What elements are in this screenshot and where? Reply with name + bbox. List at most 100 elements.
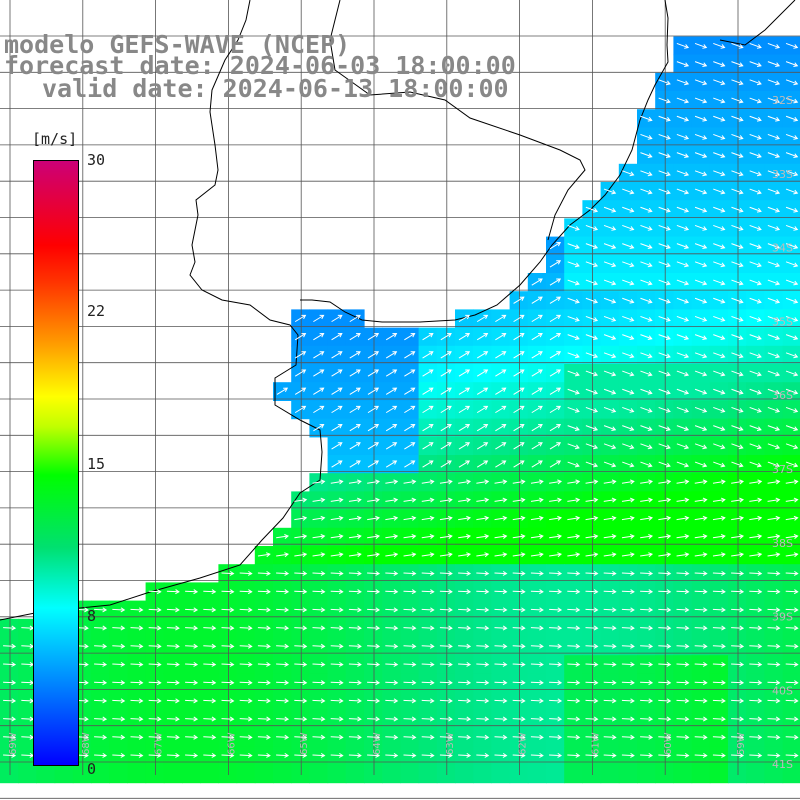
wind-arrow xyxy=(367,369,380,377)
wind-arrow xyxy=(640,261,653,268)
wind-arrow xyxy=(439,479,453,485)
wind-arrow xyxy=(694,479,708,485)
wind-arrow xyxy=(367,534,380,539)
colorbar-tick-22: 22 xyxy=(87,302,106,320)
wind-arrow xyxy=(112,607,126,613)
wind-arrow xyxy=(421,625,435,631)
wind-arrow xyxy=(367,752,381,758)
wind-arrow xyxy=(749,680,763,686)
wind-arrow xyxy=(567,570,581,576)
wind-arrow xyxy=(476,387,489,395)
wind-arrow xyxy=(712,497,726,503)
wind-arrow xyxy=(239,734,253,740)
lat-label: 38S xyxy=(772,537,793,550)
wind-arrow xyxy=(549,405,562,414)
wind-arrow xyxy=(622,352,635,359)
wind-arrow xyxy=(767,261,781,268)
latitude-labels: 32S 33S 34S 35S 36S 37S 38S 39S 40S 41S xyxy=(772,94,793,771)
wind-arrow xyxy=(694,425,708,432)
wind-arrow xyxy=(385,643,399,649)
wind-arrow xyxy=(658,406,671,413)
wind-arrow xyxy=(385,479,399,485)
wind-arrow xyxy=(785,425,799,432)
wind-arrow xyxy=(585,716,599,722)
colorbar-tick-8: 8 xyxy=(87,607,97,625)
wind-arrow xyxy=(676,206,690,213)
wind-arrow xyxy=(312,661,326,667)
wind-arrow xyxy=(385,552,399,558)
wind-arrow xyxy=(694,370,708,377)
wind-arrow xyxy=(694,497,708,503)
wind-arrow xyxy=(403,661,417,667)
wind-arrow xyxy=(713,443,726,450)
wind-arrow xyxy=(749,115,762,122)
wind-arrow xyxy=(422,369,434,377)
wind-arrow xyxy=(148,589,162,595)
wind-arrow xyxy=(658,133,671,140)
wind-arrow xyxy=(749,425,762,432)
wind-arrow xyxy=(676,734,690,740)
wind-arrow xyxy=(94,661,108,667)
wind-arrow xyxy=(476,680,490,686)
wind-arrow xyxy=(221,698,235,704)
wind-arrow xyxy=(767,515,781,521)
wind-arrow xyxy=(257,734,271,740)
wind-arrow xyxy=(549,333,562,341)
wind-arrow xyxy=(495,351,507,359)
wind-arrow xyxy=(203,625,217,631)
wind-arrow xyxy=(385,333,398,341)
wind-arrow xyxy=(458,552,471,558)
wind-arrow xyxy=(640,206,653,213)
wind-arrow xyxy=(531,460,543,468)
wind-arrow xyxy=(676,261,690,268)
wind-arrow xyxy=(403,625,417,631)
wind-arrow xyxy=(767,97,781,104)
wind-arrow xyxy=(348,589,362,595)
wind-arrow xyxy=(421,734,435,740)
wind-arrow xyxy=(785,170,799,177)
wind-arrow xyxy=(622,334,635,341)
wind-arrow xyxy=(731,497,744,503)
wind-arrow xyxy=(349,314,361,323)
wind-arrow xyxy=(785,279,799,286)
wind-arrow xyxy=(585,589,599,595)
wind-arrow xyxy=(239,698,253,704)
wind-arrow xyxy=(294,570,308,576)
wind-arrow xyxy=(731,625,745,631)
wind-arrow xyxy=(731,152,744,159)
wind-arrow xyxy=(458,497,471,503)
wind-cell xyxy=(746,764,765,784)
wind-arrow xyxy=(367,460,380,468)
wind-arrow xyxy=(658,680,672,686)
wind-arrow xyxy=(531,387,543,395)
wind-arrow xyxy=(658,388,671,395)
wind-arrow xyxy=(603,752,617,758)
wind-arrow xyxy=(603,425,617,432)
wind-cell xyxy=(145,764,165,784)
wind-arrow xyxy=(749,661,763,667)
wind-arrow xyxy=(185,716,199,722)
wind-arrow xyxy=(712,589,726,595)
wind-arrow xyxy=(785,42,799,49)
wind-arrow xyxy=(3,716,17,722)
wind-arrow xyxy=(348,752,362,758)
wind-cell xyxy=(109,764,128,784)
wind-arrow xyxy=(494,752,508,758)
wind-arrow xyxy=(713,152,726,159)
wind-arrow xyxy=(767,734,781,740)
wind-arrow xyxy=(731,534,744,539)
wind-arrow xyxy=(676,297,690,304)
wind-cell xyxy=(364,764,383,784)
wind-arrow xyxy=(749,716,763,722)
wind-arrow xyxy=(385,734,399,740)
wind-arrow xyxy=(148,698,162,704)
wind-arrow xyxy=(166,716,180,722)
wind-arrow xyxy=(603,625,617,631)
wind-arrow xyxy=(458,369,471,377)
wind-arrow xyxy=(531,369,543,377)
wind-arrow xyxy=(621,534,635,539)
wind-arrow xyxy=(658,79,671,86)
wind-vectors xyxy=(3,42,799,758)
wind-arrow xyxy=(513,405,525,414)
wind-arrow xyxy=(330,552,344,558)
